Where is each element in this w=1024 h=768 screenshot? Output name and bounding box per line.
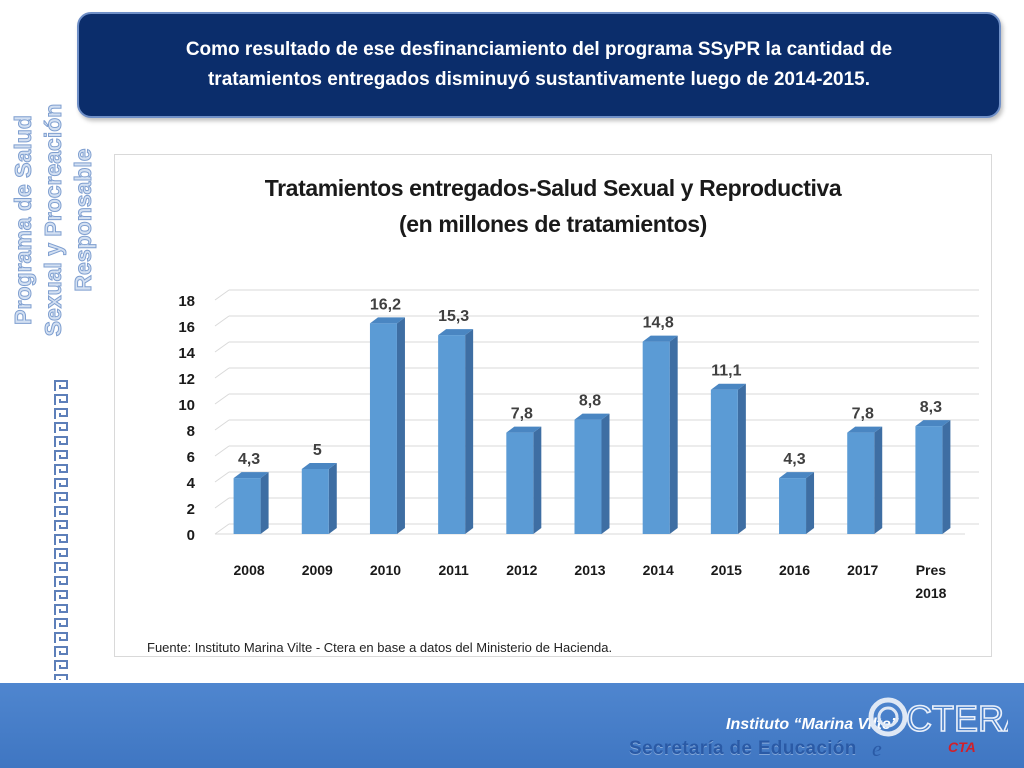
bar [233,478,261,534]
bar [710,389,738,534]
source-note: Fuente: Instituto Marina Vilte - Ctera e… [147,640,613,655]
bar [369,323,397,534]
bar-top [438,329,474,336]
side-title-line-3: Responsable [70,148,96,291]
bar-top [233,472,269,479]
bar-side [533,426,542,534]
header-line-1: Como resultado de ese desfinanciamiento … [185,39,893,60]
bar-chart: 0 2 4 6 8 10 12 14 16 18 4,3 2008 5 2009 16,2 2010 15,3 2… [178,289,979,601]
bar [915,426,943,534]
y-tick-label: 18 [178,293,195,310]
x-tick-label: 2018 [915,585,946,601]
chart-frame: Tratamientos entregados-Salud Sexual y R… [114,154,992,657]
gridline-depth [214,315,230,327]
y-tick-label: 10 [178,397,195,414]
x-tick-label: 2014 [643,562,674,578]
gridline-depth [214,341,230,353]
bar-side [601,413,610,534]
data-label: 4,3 [238,451,260,468]
header-text: Como resultado de ese desfinanciamiento … [186,35,892,95]
y-tick-label: 4 [187,475,196,492]
x-tick-label: Pres [916,562,947,578]
ctera-logo-text: CTERA [906,698,1008,739]
bar-top [779,472,815,479]
chart-title: Tratamientos entregados-Salud Sexual y R… [264,175,842,201]
y-tick-label: 16 [178,319,195,336]
data-label: 14,8 [643,315,674,332]
bar-top [369,317,405,324]
x-tick-label: 2015 [711,562,742,578]
header-banner: Como resultado de ese desfinanciamiento … [77,12,1001,118]
gridline-depth [214,497,230,509]
bar-side [942,420,951,534]
institute-name: Instituto “Marina Vilte” [726,716,899,733]
bar-top [915,420,951,427]
gridline-depth [214,367,230,379]
x-tick-label: 2009 [302,562,333,578]
bar-side [669,335,678,534]
data-label: 7,8 [511,406,533,423]
x-tick-label: 2012 [506,562,537,578]
bar-side [737,383,746,534]
data-label: 4,3 [783,451,805,468]
bar-side [260,472,269,534]
bar-top [574,413,610,420]
side-title-line-2: Sexual y Procreación [40,104,66,337]
bar-top [642,335,678,342]
x-tick-label: 2017 [847,562,878,578]
y-tick-label: 2 [187,501,195,518]
gridline-depth [214,523,230,535]
data-label: 7,8 [852,406,874,423]
x-tick-label: 2011 [438,562,469,578]
data-label: 16,2 [370,296,401,313]
y-tick-label: 6 [187,449,195,466]
x-tick-label: 2013 [574,562,605,578]
y-tick-label: 14 [178,345,195,362]
x-tick-label: 2010 [370,562,401,578]
data-label: 11,1 [711,363,741,380]
bar-top [301,463,337,469]
gridline-depth [214,393,230,405]
cta-logo-text: CTA [948,739,976,755]
gridline-depth [214,445,230,457]
gridline-depth [214,419,230,431]
bar-top [847,426,883,433]
bar [574,419,602,534]
y-tick-label: 0 [187,527,195,544]
bar-top [710,383,746,390]
e-mark-icon: e [872,736,882,761]
bar [506,432,534,534]
bar [642,341,670,534]
data-label: 15,3 [438,308,469,325]
bar-side [396,317,405,534]
x-tick-label: 2016 [779,562,810,578]
bar [301,469,329,534]
y-tick-label: 8 [187,423,195,440]
data-label: 8,3 [920,399,942,416]
gridline-depth [214,289,230,301]
bar-top [506,426,542,433]
bar-side [328,463,337,534]
y-tick-label: 12 [178,371,195,388]
gridline-depth [214,471,230,483]
greek-key-ornament [52,378,70,680]
data-label: 5 [313,442,322,459]
side-program-title: Programa de Salud Sexual y Procreación R… [10,103,97,337]
x-tick-label: 2008 [234,562,265,578]
bar [438,335,466,534]
data-label: 8,8 [579,393,601,410]
bar [779,478,807,534]
bar-side [874,426,883,534]
footer-bar [0,683,1024,768]
bar-side [806,472,815,534]
bar [847,432,875,534]
secretaria-label: Secretaría de Educación [629,738,857,759]
header-line-2: tratamientos entregados disminuyó sustan… [207,69,871,90]
side-title-line-1: Programa de Salud [10,115,36,325]
bar-side [465,329,474,534]
ctera-logo: CTERA e CTA [868,697,1008,761]
chart-subtitle: (en millones de tratamientos) [399,211,707,237]
